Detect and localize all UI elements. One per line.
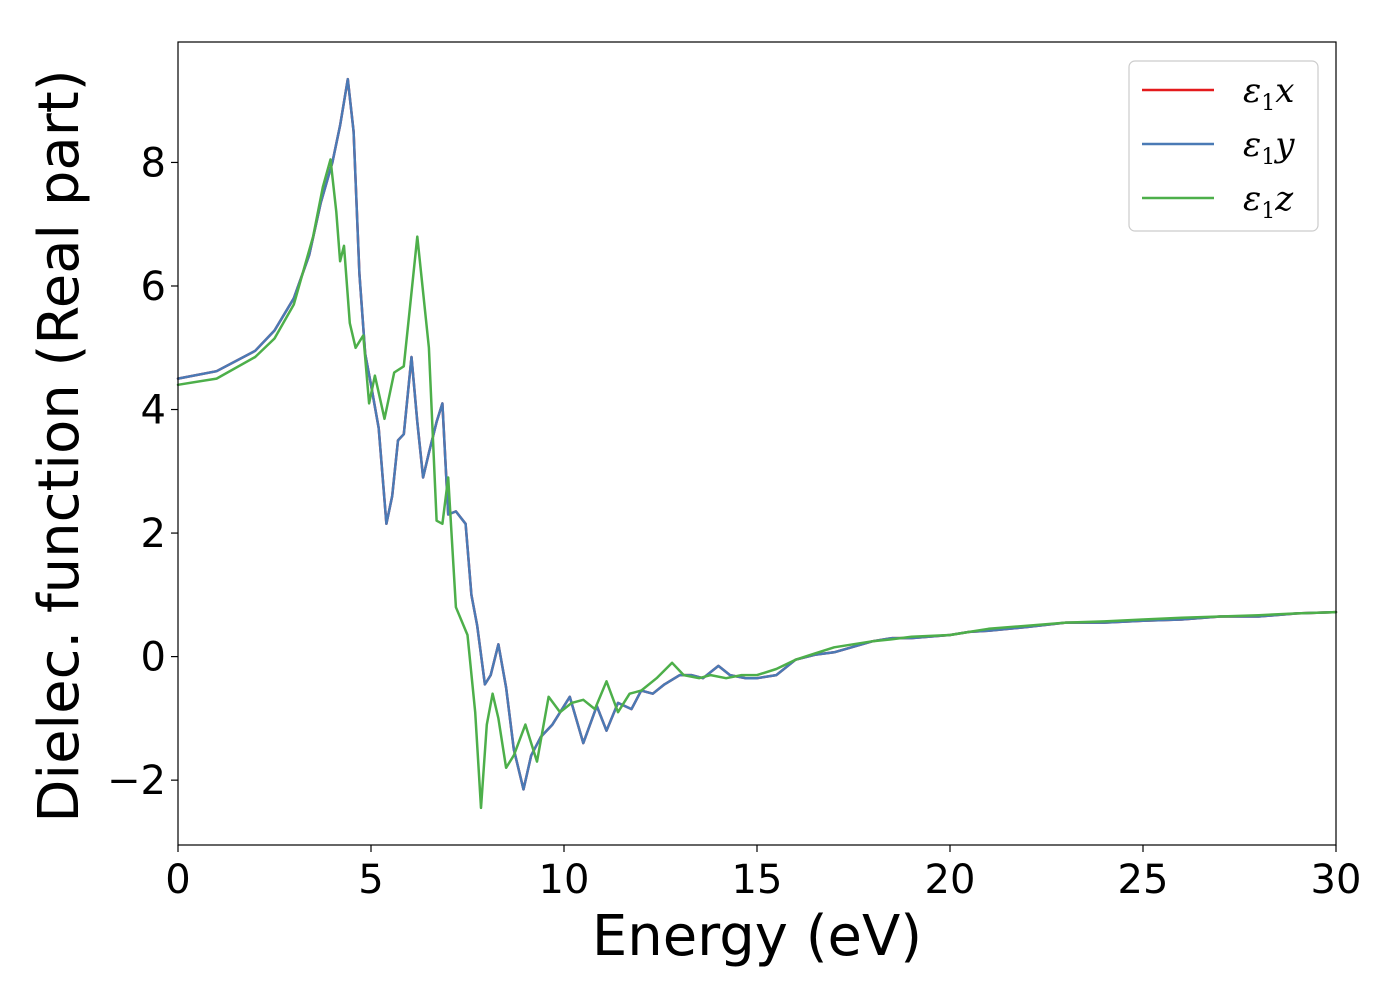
x-tick-label: 0 (165, 857, 190, 903)
y-tick-label: 6 (141, 264, 166, 310)
y-axis: −2 0 2 4 6 8 (107, 140, 178, 804)
legend-frame (1128, 60, 1319, 232)
series-line-z (176, 158, 1338, 810)
x-tick-label: 30 (1311, 857, 1362, 903)
legend-label-y: ε1y (1243, 125, 1295, 170)
y-tick-label: 8 (141, 140, 166, 186)
x-axis-title: Energy (eV) (592, 904, 922, 969)
x-axis: 0 5 10 15 20 25 30 (165, 845, 1361, 903)
x-tick-label: 10 (539, 857, 590, 903)
y-axis-title: Dielec. function (Real part) (27, 69, 92, 822)
x-tick-label: 20 (925, 857, 976, 903)
legend-label-z: ε1z (1243, 179, 1294, 224)
series-layer (176, 77, 1338, 810)
x-tick-label: 25 (1118, 857, 1169, 903)
x-tick-label: 15 (732, 857, 783, 903)
y-tick-label: 0 (141, 635, 166, 681)
legend: ε1x ε1y ε1z (1128, 60, 1319, 232)
y-tick-label: 2 (141, 511, 166, 557)
legend-label-x: ε1x (1243, 71, 1294, 116)
y-tick-label: 4 (141, 388, 166, 434)
y-tick-label: −2 (107, 758, 166, 804)
x-tick-label: 5 (358, 857, 383, 903)
